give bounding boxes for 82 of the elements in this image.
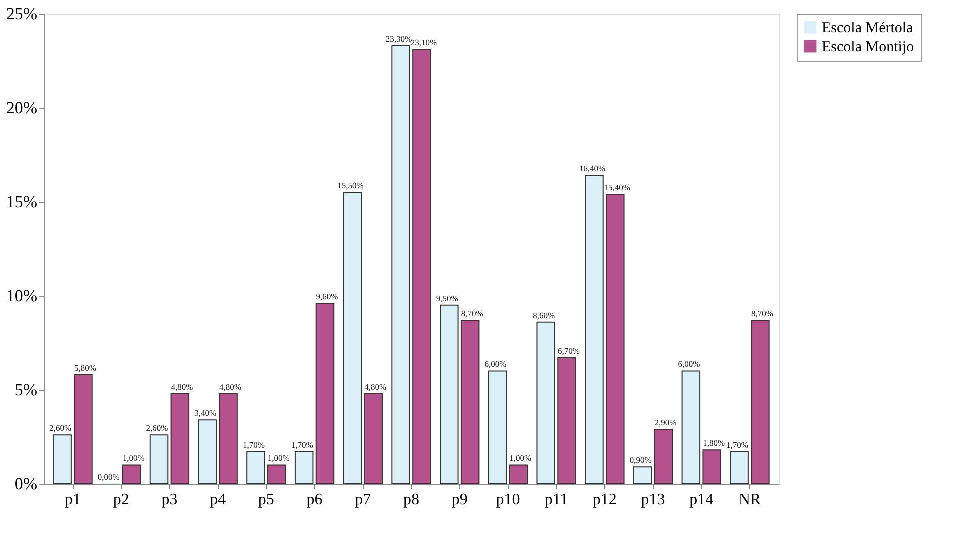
bar [150, 434, 169, 484]
bar [170, 393, 190, 484]
bar [53, 434, 72, 484]
data-label: 8,70% [751, 308, 774, 318]
bar [316, 303, 335, 484]
bar [440, 304, 459, 484]
bar [460, 320, 480, 484]
bar [74, 374, 93, 484]
bar [751, 320, 770, 484]
data-label: 8,60% [533, 310, 556, 320]
data-label: 0,90% [630, 455, 652, 466]
x-tick-label: p2 [113, 492, 130, 508]
x-tick-label: p14 [690, 492, 714, 508]
bar [412, 49, 432, 484]
data-label: 1,00% [122, 453, 145, 464]
bar [654, 428, 674, 484]
x-tick-label: p12 [592, 492, 617, 508]
data-label: 23,30% [386, 34, 412, 44]
data-label: 16,40% [579, 164, 606, 174]
x-tick-label: p3 [162, 492, 178, 508]
data-label: 4,80% [171, 382, 194, 392]
x-tick-label: NR [738, 492, 762, 508]
bar [392, 45, 410, 484]
data-label: 1,00% [268, 453, 290, 464]
data-label: 2,60% [146, 423, 168, 434]
bar [294, 452, 314, 484]
data-label: 6,70% [558, 346, 580, 356]
x-tick-label: p5 [258, 492, 274, 508]
data-label: 15,40% [604, 182, 630, 192]
bar [198, 420, 218, 484]
x-tick-label: p1 [65, 492, 82, 508]
data-label: 2,90% [654, 417, 677, 428]
bar [122, 464, 142, 484]
x-tick-label: p13 [641, 492, 666, 508]
data-label: 4,80% [220, 382, 242, 392]
x-tick-label: p9 [452, 492, 468, 508]
x-tick-label: p8 [404, 492, 420, 508]
x-tick-label: p6 [306, 492, 323, 508]
data-label: 9,60% [316, 292, 338, 302]
data-label: 6,00% [678, 359, 700, 370]
bar [219, 393, 238, 484]
data-label: 1,70% [291, 440, 314, 450]
bar [682, 370, 701, 484]
bar [536, 322, 556, 484]
bar [488, 370, 508, 484]
y-tick-label: 10% [6, 286, 38, 306]
data-label: 23,10% [410, 38, 438, 48]
bar [585, 175, 604, 484]
data-label: 6,00% [484, 359, 507, 370]
bar [343, 192, 362, 484]
y-tick-label: 15% [6, 192, 38, 212]
bar [246, 452, 266, 484]
bar [268, 464, 286, 484]
data-label: 9,50% [436, 293, 458, 304]
legend-label: Escola Mértola [822, 20, 914, 36]
data-label: 8,70% [461, 308, 484, 318]
legend-label: Escola Montijo [822, 40, 914, 56]
bar [558, 358, 576, 484]
x-tick-label: p7 [355, 492, 372, 508]
bar [606, 194, 625, 484]
x-tick-label: p4 [210, 492, 226, 508]
data-label: 1,00% [510, 453, 532, 464]
data-label: 1,70% [726, 440, 749, 450]
data-label: 1,70% [242, 440, 265, 450]
bar [633, 466, 652, 484]
y-tick-label: 0% [14, 474, 38, 494]
data-label: 15,50% [338, 180, 364, 191]
data-label: 0,00% [98, 472, 120, 482]
data-label: 4,80% [364, 382, 387, 392]
bar [364, 393, 383, 484]
bar [702, 450, 722, 484]
data-label: 3,40% [194, 408, 217, 418]
y-tick-label: 5% [14, 380, 38, 400]
data-label: 1,80% [703, 438, 726, 448]
bar [509, 464, 528, 484]
x-tick-label: p10 [496, 492, 520, 508]
data-label: 5,80% [74, 362, 96, 373]
y-tick-label: 25% [6, 4, 38, 24]
x-tick-label: p11 [544, 492, 568, 508]
data-label: 2,60% [50, 423, 72, 434]
bar [730, 452, 749, 484]
y-tick-label: 20% [6, 98, 38, 118]
